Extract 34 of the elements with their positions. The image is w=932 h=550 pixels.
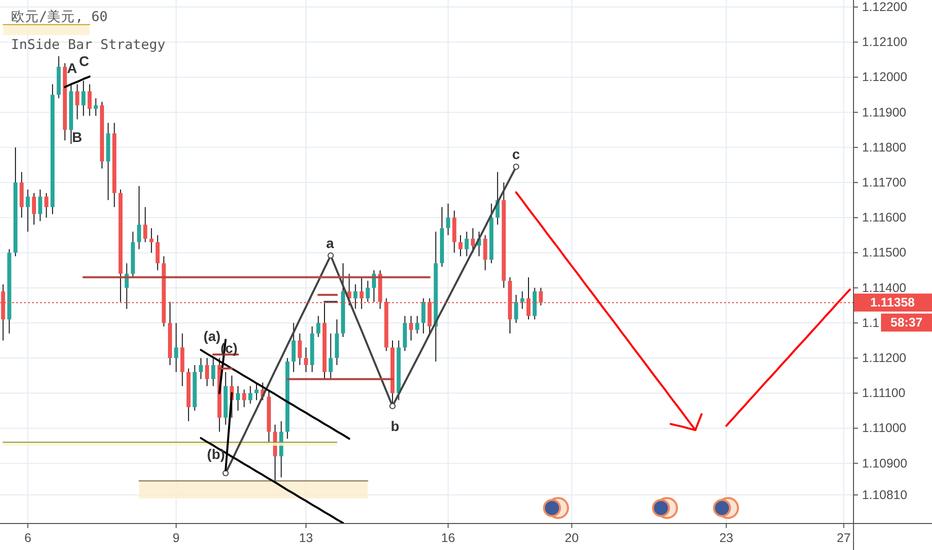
x-tick-label: 9 bbox=[172, 531, 180, 545]
y-tick-label: 1.1 bbox=[862, 316, 880, 330]
y-tick-label: 1.11400 bbox=[862, 280, 906, 295]
annotation: b bbox=[390, 418, 400, 434]
text: 58:37 bbox=[890, 316, 923, 330]
x-tick-label: 13 bbox=[299, 531, 313, 545]
text: 欧元/美元, 60 bbox=[11, 9, 108, 25]
y-tick-label: 1.11100 bbox=[862, 386, 906, 400]
y-tick-label: 1.10900 bbox=[862, 456, 908, 470]
y-tick-label: 1.12100 bbox=[862, 35, 908, 50]
annotation: a bbox=[326, 235, 334, 251]
annotation: B bbox=[72, 129, 82, 145]
y-tick-label: 1.11500 bbox=[862, 246, 906, 260]
x-tick-label: 20 bbox=[564, 531, 579, 545]
y-tick-label: 1.10810 bbox=[862, 488, 908, 502]
ref-line-label: 1.11358 bbox=[870, 296, 915, 310]
x-tick-label: 16 bbox=[441, 531, 456, 545]
y-tick-label: 1.12200 bbox=[862, 0, 908, 14]
annotation: A bbox=[66, 60, 78, 76]
x-tick-label: 6 bbox=[24, 531, 32, 545]
annotation: (a) bbox=[203, 328, 221, 344]
annotation: c bbox=[512, 146, 520, 162]
text: InSide Bar Strategy bbox=[11, 37, 166, 53]
y-tick-label: 1.11200 bbox=[862, 351, 906, 366]
y-tick-label: 1.11000 bbox=[862, 421, 906, 436]
y-tick-label: 1.11800 bbox=[862, 140, 906, 154]
y-tick-label: 1.12000 bbox=[862, 70, 908, 84]
y-tick-label: 1.11900 bbox=[862, 105, 906, 120]
annotation: C bbox=[78, 53, 90, 69]
x-tick-label: 23 bbox=[719, 531, 734, 545]
annotation: (b) bbox=[207, 446, 225, 462]
y-tick-label: 1.11700 bbox=[862, 176, 906, 190]
x-tick-label: 27 bbox=[836, 531, 851, 545]
y-tick-label: 1.11600 bbox=[862, 210, 906, 225]
